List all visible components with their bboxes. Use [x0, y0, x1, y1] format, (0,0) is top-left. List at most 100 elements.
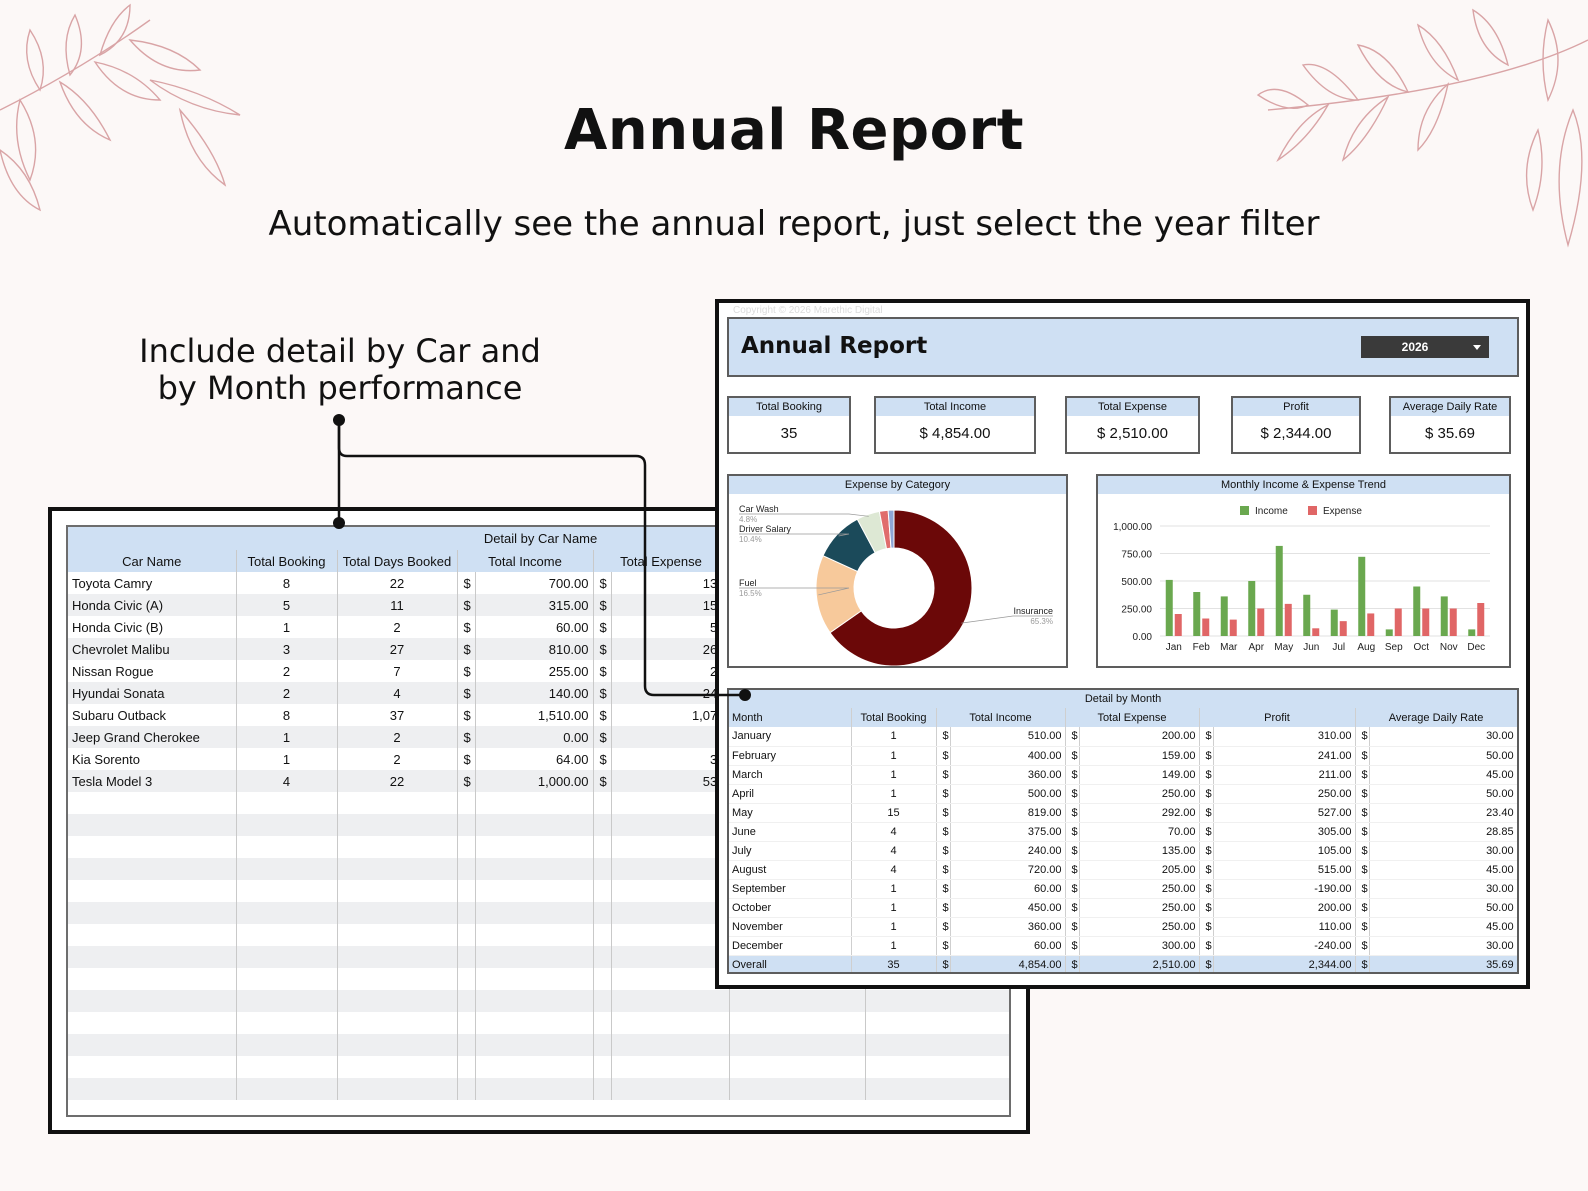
- average-daily-rate: 30.00: [1369, 841, 1517, 861]
- total-expense: 292.00: [1079, 803, 1200, 823]
- empty-cell: [475, 858, 594, 880]
- table-row: October 1 $450.00 $250.00 $200.00 $50.00: [729, 898, 1517, 918]
- car-name: Jeep Grand Cherokee: [68, 726, 237, 748]
- dashboard-header: Annual Report 2026: [727, 317, 1519, 377]
- currency-symbol: $: [593, 770, 612, 792]
- bar-income-dec: [1468, 629, 1476, 636]
- currency-symbol: $: [1065, 784, 1080, 804]
- kpi-label: Profit: [1233, 398, 1359, 416]
- empty-cell: [729, 1034, 866, 1056]
- empty-cell: [68, 792, 237, 814]
- kpi-value: $ 4,854.00: [919, 425, 991, 442]
- year-filter-dropdown[interactable]: 2026: [1361, 336, 1489, 358]
- total-income: 810.00: [475, 638, 594, 660]
- kpi-value: 35: [780, 425, 798, 442]
- table-row: September 1 $60.00 $250.00 $ -190.00 $30.00: [729, 879, 1517, 899]
- car-name: Kia Sorento: [68, 748, 237, 770]
- currency-symbol: $: [1199, 803, 1214, 823]
- bar-income-nov: [1440, 596, 1448, 636]
- empty-cell: [865, 1034, 1009, 1056]
- profit: -190.00: [1213, 879, 1356, 899]
- month-detail-table: Detail by Month Month Total Booking Tota…: [729, 690, 1517, 972]
- currency-symbol: $: [457, 594, 476, 616]
- empty-cell: [865, 1078, 1009, 1100]
- total-income: 0.00: [475, 726, 594, 748]
- bar-expense-feb: [1202, 618, 1210, 636]
- profit: 527.00: [1213, 803, 1356, 823]
- total-days-booked: 11: [337, 594, 458, 616]
- empty-cell: [593, 968, 612, 990]
- month-name: January: [729, 727, 852, 747]
- currency-symbol: $: [1355, 841, 1370, 861]
- total-income: 819.00: [950, 803, 1066, 823]
- kpi-average-daily-rate: Average Daily Rate $ 35.69: [1389, 396, 1511, 454]
- col-profit: Profit: [1199, 708, 1356, 727]
- total-booking: 1: [851, 746, 937, 766]
- currency-symbol: $: [1199, 746, 1214, 766]
- total-days-booked: 7: [337, 660, 458, 682]
- total-booking: 2: [236, 660, 338, 682]
- col-month: Month: [729, 708, 852, 727]
- table-row: [68, 1012, 1009, 1034]
- pie-value-label: 16.5%: [739, 589, 762, 598]
- total-income: 375.00: [950, 822, 1066, 842]
- table-row: [68, 1034, 1009, 1056]
- currency-symbol: $: [936, 746, 951, 766]
- legend-label: Income: [1255, 506, 1288, 517]
- overall-booking: 35: [851, 955, 937, 972]
- total-expense: 250.00: [1079, 879, 1200, 899]
- total-booking: 4: [851, 860, 937, 880]
- total-booking: 4: [851, 822, 937, 842]
- empty-cell: [457, 990, 476, 1012]
- bar-income-jul: [1330, 609, 1338, 636]
- bar-expense-jan: [1174, 614, 1182, 636]
- month-detail-box: Detail by Month Month Total Booking Tota…: [727, 688, 1519, 974]
- empty-cell: [236, 1078, 338, 1100]
- empty-cell: [236, 968, 338, 990]
- pie-slice-other-2: [887, 509, 895, 549]
- income-expense-bar-chart: Income Expense 0.00 250.00 500.00 750.00 1,000…: [1113, 506, 1490, 653]
- empty-cell: [475, 990, 594, 1012]
- empty-cell: [593, 1034, 612, 1056]
- currency-symbol: $: [1199, 898, 1214, 918]
- bar-income-apr: [1248, 581, 1256, 636]
- average-daily-rate: 45.00: [1369, 860, 1517, 880]
- month-name: July: [729, 841, 852, 861]
- y-tick-label: 1,000.00: [1113, 522, 1152, 533]
- currency-symbol: $: [457, 770, 476, 792]
- empty-cell: [457, 968, 476, 990]
- empty-cell: [611, 1012, 730, 1034]
- currency-symbol: $: [1199, 936, 1214, 956]
- bar-expense-apr: [1257, 608, 1265, 636]
- total-expense: 30: [611, 748, 730, 770]
- empty-cell: [236, 814, 338, 836]
- leaf-decoration-left: [0, 3, 241, 212]
- currency-symbol: $: [1355, 803, 1370, 823]
- bar-income-aug: [1358, 556, 1366, 636]
- total-income: 720.00: [950, 860, 1066, 880]
- total-days-booked: 4: [337, 682, 458, 704]
- kpi-label: Total Booking: [729, 398, 849, 416]
- empty-cell: [68, 924, 237, 946]
- total-booking: 1: [236, 748, 338, 770]
- empty-cell: [337, 902, 458, 924]
- empty-cell: [337, 792, 458, 814]
- col-average-daily-rate: Average Daily Rate: [1355, 708, 1517, 727]
- empty-cell: [475, 924, 594, 946]
- page-title: Annual Report: [564, 98, 1024, 163]
- empty-cell: [593, 858, 612, 880]
- table-row: April 1 $500.00 $250.00 $250.00 $50.00: [729, 784, 1517, 804]
- currency-symbol: $: [1199, 727, 1214, 747]
- col-total-booking: Total Booking: [851, 708, 937, 727]
- currency-symbol: $: [1355, 822, 1370, 842]
- x-tick-label: Jul: [1332, 642, 1345, 653]
- empty-cell: [475, 814, 594, 836]
- total-expense: 50: [611, 616, 730, 638]
- x-tick-label: Jan: [1166, 642, 1182, 653]
- empty-cell: [68, 902, 237, 924]
- total-booking: 1: [851, 898, 937, 918]
- currency-symbol: $: [1199, 784, 1214, 804]
- x-tick-label: May: [1274, 642, 1293, 653]
- currency-symbol: $: [936, 917, 951, 937]
- currency-symbol: $: [593, 682, 612, 704]
